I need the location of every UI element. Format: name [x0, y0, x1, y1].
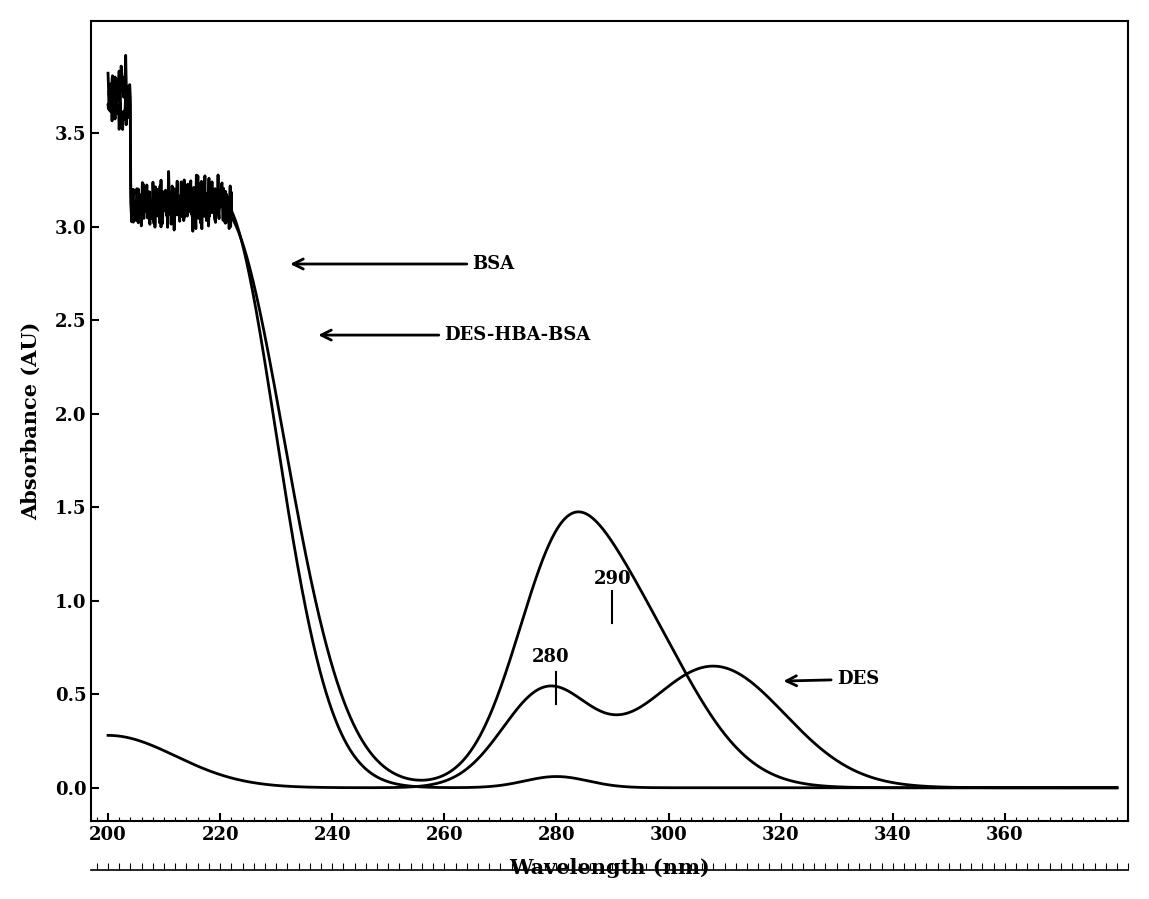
X-axis label: Wavelength (nm): Wavelength (nm) [509, 859, 710, 878]
Text: 280: 280 [532, 648, 570, 666]
Y-axis label: Absorbance (AU): Absorbance (AU) [21, 322, 41, 521]
Text: 290: 290 [594, 570, 631, 588]
Text: DES: DES [787, 671, 879, 689]
Text: BSA: BSA [293, 255, 515, 273]
Text: DES-HBA-BSA: DES-HBA-BSA [322, 326, 591, 344]
